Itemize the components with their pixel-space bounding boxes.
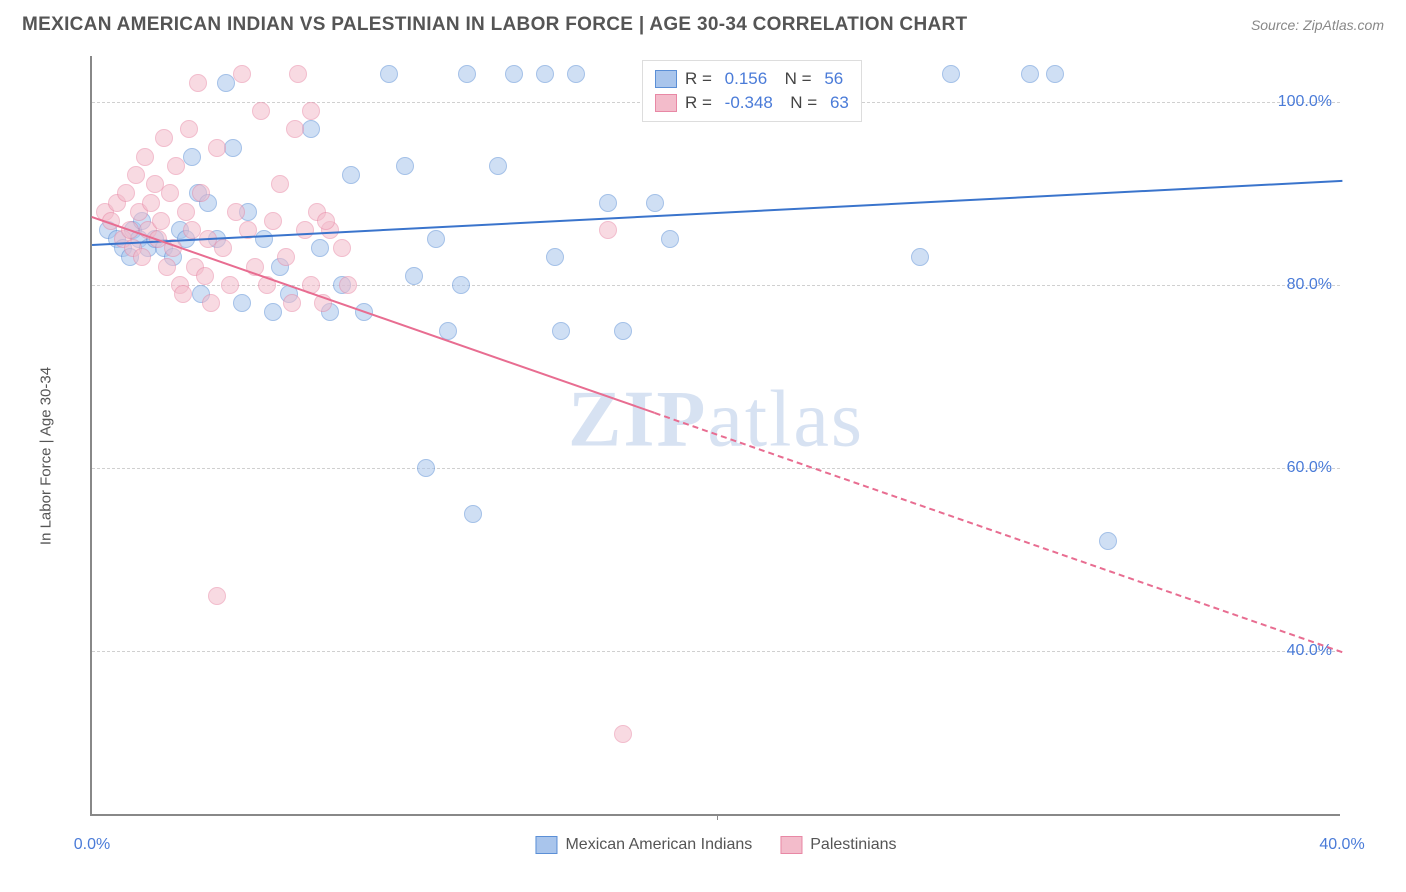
data-point: [646, 194, 664, 212]
data-point: [614, 725, 632, 743]
data-point: [152, 212, 170, 230]
data-point: [283, 294, 301, 312]
data-point: [167, 157, 185, 175]
legend-swatch: [780, 836, 802, 854]
data-point: [161, 184, 179, 202]
chart-title: MEXICAN AMERICAN INDIAN VS PALESTINIAN I…: [22, 14, 967, 36]
data-point: [221, 276, 239, 294]
legend-item: Palestinians: [780, 836, 896, 854]
data-point: [505, 65, 523, 83]
data-point: [174, 285, 192, 303]
x-tick-label: 40.0%: [1319, 836, 1364, 854]
data-point: [233, 294, 251, 312]
data-point: [599, 221, 617, 239]
y-tick-label: 80.0%: [1287, 276, 1332, 294]
data-point: [208, 139, 226, 157]
source-attribution: Source: ZipAtlas.com: [1251, 17, 1384, 33]
data-point: [614, 322, 632, 340]
data-point: [142, 194, 160, 212]
data-point: [317, 212, 335, 230]
data-point: [183, 148, 201, 166]
chart-container: In Labor Force | Age 30-34 ZIPatlas 40.0…: [50, 56, 1380, 856]
data-point: [208, 587, 226, 605]
data-point: [296, 221, 314, 239]
data-point: [489, 157, 507, 175]
data-point: [405, 267, 423, 285]
data-point: [196, 267, 214, 285]
y-tick-label: 60.0%: [1287, 459, 1332, 477]
data-point: [127, 166, 145, 184]
data-point: [546, 248, 564, 266]
data-point: [567, 65, 585, 83]
data-point: [302, 102, 320, 120]
data-point: [427, 230, 445, 248]
data-point: [1099, 532, 1117, 550]
data-point: [286, 120, 304, 138]
gridline: [92, 468, 1340, 469]
data-point: [458, 65, 476, 83]
watermark: ZIPatlas: [568, 374, 864, 465]
data-point: [339, 276, 357, 294]
data-point: [227, 203, 245, 221]
data-point: [133, 248, 151, 266]
trend-line: [91, 216, 654, 414]
x-tick-label: 0.0%: [74, 836, 110, 854]
data-point: [177, 203, 195, 221]
data-point: [417, 459, 435, 477]
y-axis-label: In Labor Force | Age 30-34: [38, 367, 55, 545]
trend-line: [654, 412, 1342, 653]
data-point: [180, 120, 198, 138]
data-point: [1021, 65, 1039, 83]
data-point: [911, 248, 929, 266]
data-point: [117, 184, 135, 202]
correlation-legend: R = 0.156 N = 56R = -0.348 N = 63: [642, 60, 862, 122]
gridline: [92, 651, 1340, 652]
data-point: [942, 65, 960, 83]
legend-row: R = -0.348 N = 63: [655, 91, 849, 115]
data-point: [252, 102, 270, 120]
data-point: [155, 129, 173, 147]
data-point: [136, 148, 154, 166]
data-point: [599, 194, 617, 212]
legend-item: Mexican American Indians: [535, 836, 752, 854]
data-point: [311, 239, 329, 257]
legend-row: R = 0.156 N = 56: [655, 67, 849, 91]
legend-swatch: [535, 836, 557, 854]
data-point: [233, 65, 251, 83]
data-point: [255, 230, 273, 248]
data-point: [536, 65, 554, 83]
plot-area: ZIPatlas 40.0%60.0%80.0%100.0%0.0%40.0%R…: [90, 56, 1340, 816]
data-point: [271, 175, 289, 193]
legend-swatch: [655, 94, 677, 112]
data-point: [1046, 65, 1064, 83]
data-point: [224, 139, 242, 157]
data-point: [289, 65, 307, 83]
data-point: [214, 239, 232, 257]
data-point: [202, 294, 220, 312]
data-point: [189, 74, 207, 92]
header: MEXICAN AMERICAN INDIAN VS PALESTINIAN I…: [0, 0, 1406, 46]
x-tick-mark: [717, 814, 718, 820]
data-point: [396, 157, 414, 175]
data-point: [661, 230, 679, 248]
data-point: [302, 120, 320, 138]
legend-swatch: [655, 70, 677, 88]
data-point: [264, 303, 282, 321]
data-point: [380, 65, 398, 83]
data-point: [552, 322, 570, 340]
y-tick-label: 100.0%: [1278, 93, 1332, 111]
gridline: [92, 285, 1340, 286]
data-point: [452, 276, 470, 294]
data-point: [333, 239, 351, 257]
data-point: [342, 166, 360, 184]
data-point: [277, 248, 295, 266]
series-legend: Mexican American Indians Palestinians: [535, 836, 896, 854]
data-point: [264, 212, 282, 230]
data-point: [464, 505, 482, 523]
data-point: [158, 258, 176, 276]
data-point: [192, 184, 210, 202]
